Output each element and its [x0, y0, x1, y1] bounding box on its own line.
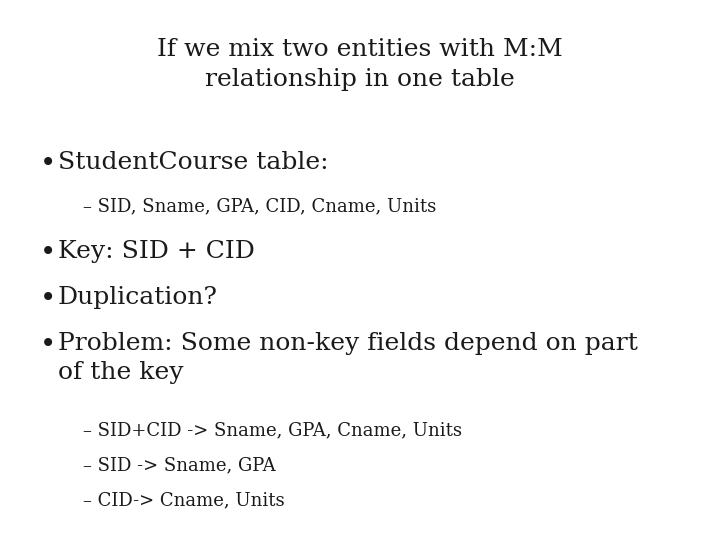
Text: StudentCourse table:: StudentCourse table:	[58, 151, 328, 174]
Text: •: •	[40, 240, 56, 267]
Text: – CID-> Cname, Units: – CID-> Cname, Units	[83, 491, 284, 509]
Text: •: •	[40, 332, 56, 359]
Text: •: •	[40, 286, 56, 313]
Text: If we mix two entities with M:M
relationship in one table: If we mix two entities with M:M relation…	[157, 38, 563, 91]
Text: Key: SID + CID: Key: SID + CID	[58, 240, 254, 264]
Text: •: •	[40, 151, 56, 178]
Text: – SID -> Sname, GPA: – SID -> Sname, GPA	[83, 456, 276, 474]
Text: – SID, Sname, GPA, CID, Cname, Units: – SID, Sname, GPA, CID, Cname, Units	[83, 197, 436, 215]
Text: – SID+CID -> Sname, GPA, Cname, Units: – SID+CID -> Sname, GPA, Cname, Units	[83, 421, 462, 439]
Text: Problem: Some non-key fields depend on part
of the key: Problem: Some non-key fields depend on p…	[58, 332, 637, 384]
Text: Duplication?: Duplication?	[58, 286, 217, 309]
